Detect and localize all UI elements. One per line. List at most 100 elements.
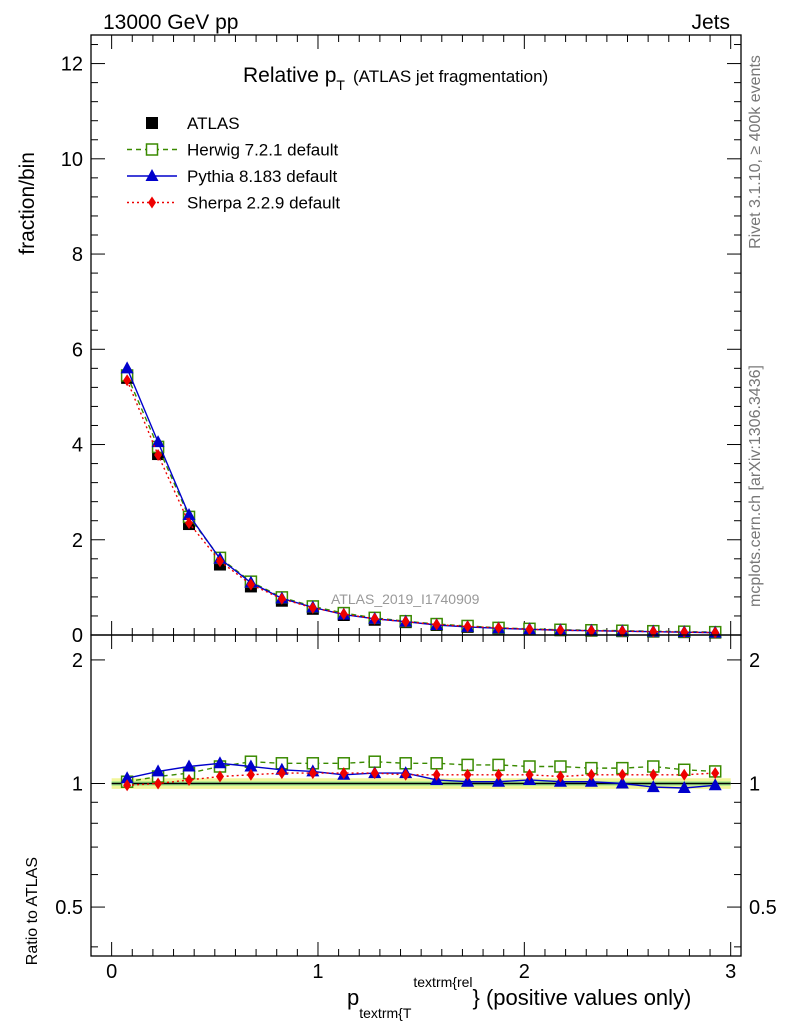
legend-label-3: Sherpa 2.2.9 default [187,194,340,213]
ratio-point-3-1 [154,777,163,790]
ratio-axis-label: Ratio to ATLAS [24,857,41,965]
legend-label-0: ATLAS [187,114,240,133]
ratio-point-2-0 [120,771,134,784]
data-point-3-9 [401,615,410,628]
ratio-point-2-16 [615,776,629,789]
y-tick-label: 6 [72,339,83,361]
ratio-point-3-14 [556,770,565,783]
header-left: 13000 GeV pp [103,11,238,34]
y-tick-label: 2 [72,530,83,552]
ratio-point-2-3 [213,756,227,769]
xlabel-subscript: textrm{T [359,1005,412,1021]
ratio-point-2-1 [151,764,165,777]
data-point-3-2 [185,517,194,530]
ratio-point-1-12 [492,758,505,772]
data-point-3-16 [618,625,627,638]
data-point-3-0 [123,374,132,387]
ratio-point-3-13 [525,768,534,781]
xlabel-rest: } (positive values only) [473,985,692,1010]
x-tick-label: 1 [312,961,323,983]
legend-entry-0: ATLAS [146,114,240,133]
data-point-3-10 [432,618,441,631]
header-right: Jets [691,11,730,34]
x-axis-label: ptextrm{Ttextrm{rel} (positive values on… [347,974,691,1021]
ratio-point-1-8 [368,755,381,768]
legend-label-2: Pythia 8.183 default [187,167,338,186]
data-point-3-12 [494,621,503,634]
ratio-point-3-16 [618,768,627,781]
ratio-point-2-2 [182,759,196,772]
ratio-line-3 [127,772,716,786]
ratio-tick-label-right: 2 [749,650,760,672]
data-point-3-13 [525,623,534,636]
data-point-3-5 [277,592,286,605]
x-tick-label: 0 [106,961,117,983]
title-main: Relative p [243,64,336,87]
plot-title: Relative pT (ATLAS jet fragmentation) [243,64,548,93]
title-subscript: T [336,77,345,93]
y-tick-label: 8 [72,244,83,266]
ratio-point-3-6 [308,767,317,780]
legend-marker-0 [146,117,158,129]
ratio-point-3-9 [401,768,410,781]
data-point-3-8 [370,612,379,625]
legend-marker-1 [145,143,159,156]
xlabel-superscript: textrm{rel [413,974,472,990]
y-tick-label: 12 [61,54,83,76]
data-point-3-6 [308,601,317,614]
data-point-2-0 [120,361,134,374]
ratio-point-1-14 [554,760,567,773]
ratio-point-3-8 [370,767,379,780]
data-point-3-1 [154,449,163,461]
ratio-tick-label-right: 1 [749,773,760,795]
y-tick-label: 0 [72,625,83,647]
x-tick-label: 2 [519,961,530,983]
legend-label-1: Herwig 7.2.1 default [187,141,338,160]
ratio-frame [90,634,742,957]
ratio-point-3-5 [277,767,286,780]
ratio-point-3-12 [494,768,503,781]
legend-entry-2: Pythia 8.183 default [127,167,338,186]
analysis-label: ATLAS_2019_I1740909 [331,591,480,607]
ratio-point-3-4 [246,768,255,781]
ratio-point-2-17 [646,780,660,793]
legend: ATLAS Herwig 7.2.1 default Pythia 8.183 de… [127,114,340,213]
rivet-label: Rivet 3.1.10, ≥ 400k events [747,55,764,249]
x-tick-label: 3 [725,961,736,983]
data-point-3-4 [246,578,255,591]
ratio-tick-label-right: 0.5 [749,897,777,919]
ratio-point-3-3 [215,770,224,783]
ratio-point-3-2 [185,773,194,786]
ratio-line-2 [126,762,716,789]
ratio-point-2-19 [708,778,722,791]
ratio-point-2-18 [677,781,691,794]
ratio-tick-label: 1 [72,773,83,795]
ratio-tick-label: 2 [72,650,83,672]
ratio-point-1-11 [461,758,474,772]
ratio-point-3-17 [649,768,658,781]
ratio-series-2 [120,756,722,794]
ratio-point-3-0 [123,779,132,792]
ratio-point-1-10 [430,757,443,770]
ratio-point-3-11 [463,768,472,781]
y-tick-label: 4 [72,435,83,457]
ratio-point-3-18 [680,768,689,781]
data-point-2-1 [151,435,165,448]
y-tick-label: 10 [61,149,83,171]
series-line-3 [126,379,716,634]
legend-marker-2 [145,169,159,181]
y-axis-label: fraction/bin [16,152,39,255]
data-point-3-7 [339,608,348,621]
ratio-tick-label: 0.5 [55,897,83,919]
ratio-point-3-19 [711,767,720,780]
data-point-3-11 [463,620,472,633]
legend-entry-3: Sherpa 2.2.9 default [127,194,340,213]
legend-entry-1: Herwig 7.2.1 default [127,141,338,160]
ratio-point-3-7 [339,767,348,780]
data-point-3-3 [215,555,224,568]
ratio-point-3-15 [587,768,596,781]
data-point-3-15 [587,624,596,637]
title-rest: (ATLAS jet fragmentation) [353,67,548,86]
